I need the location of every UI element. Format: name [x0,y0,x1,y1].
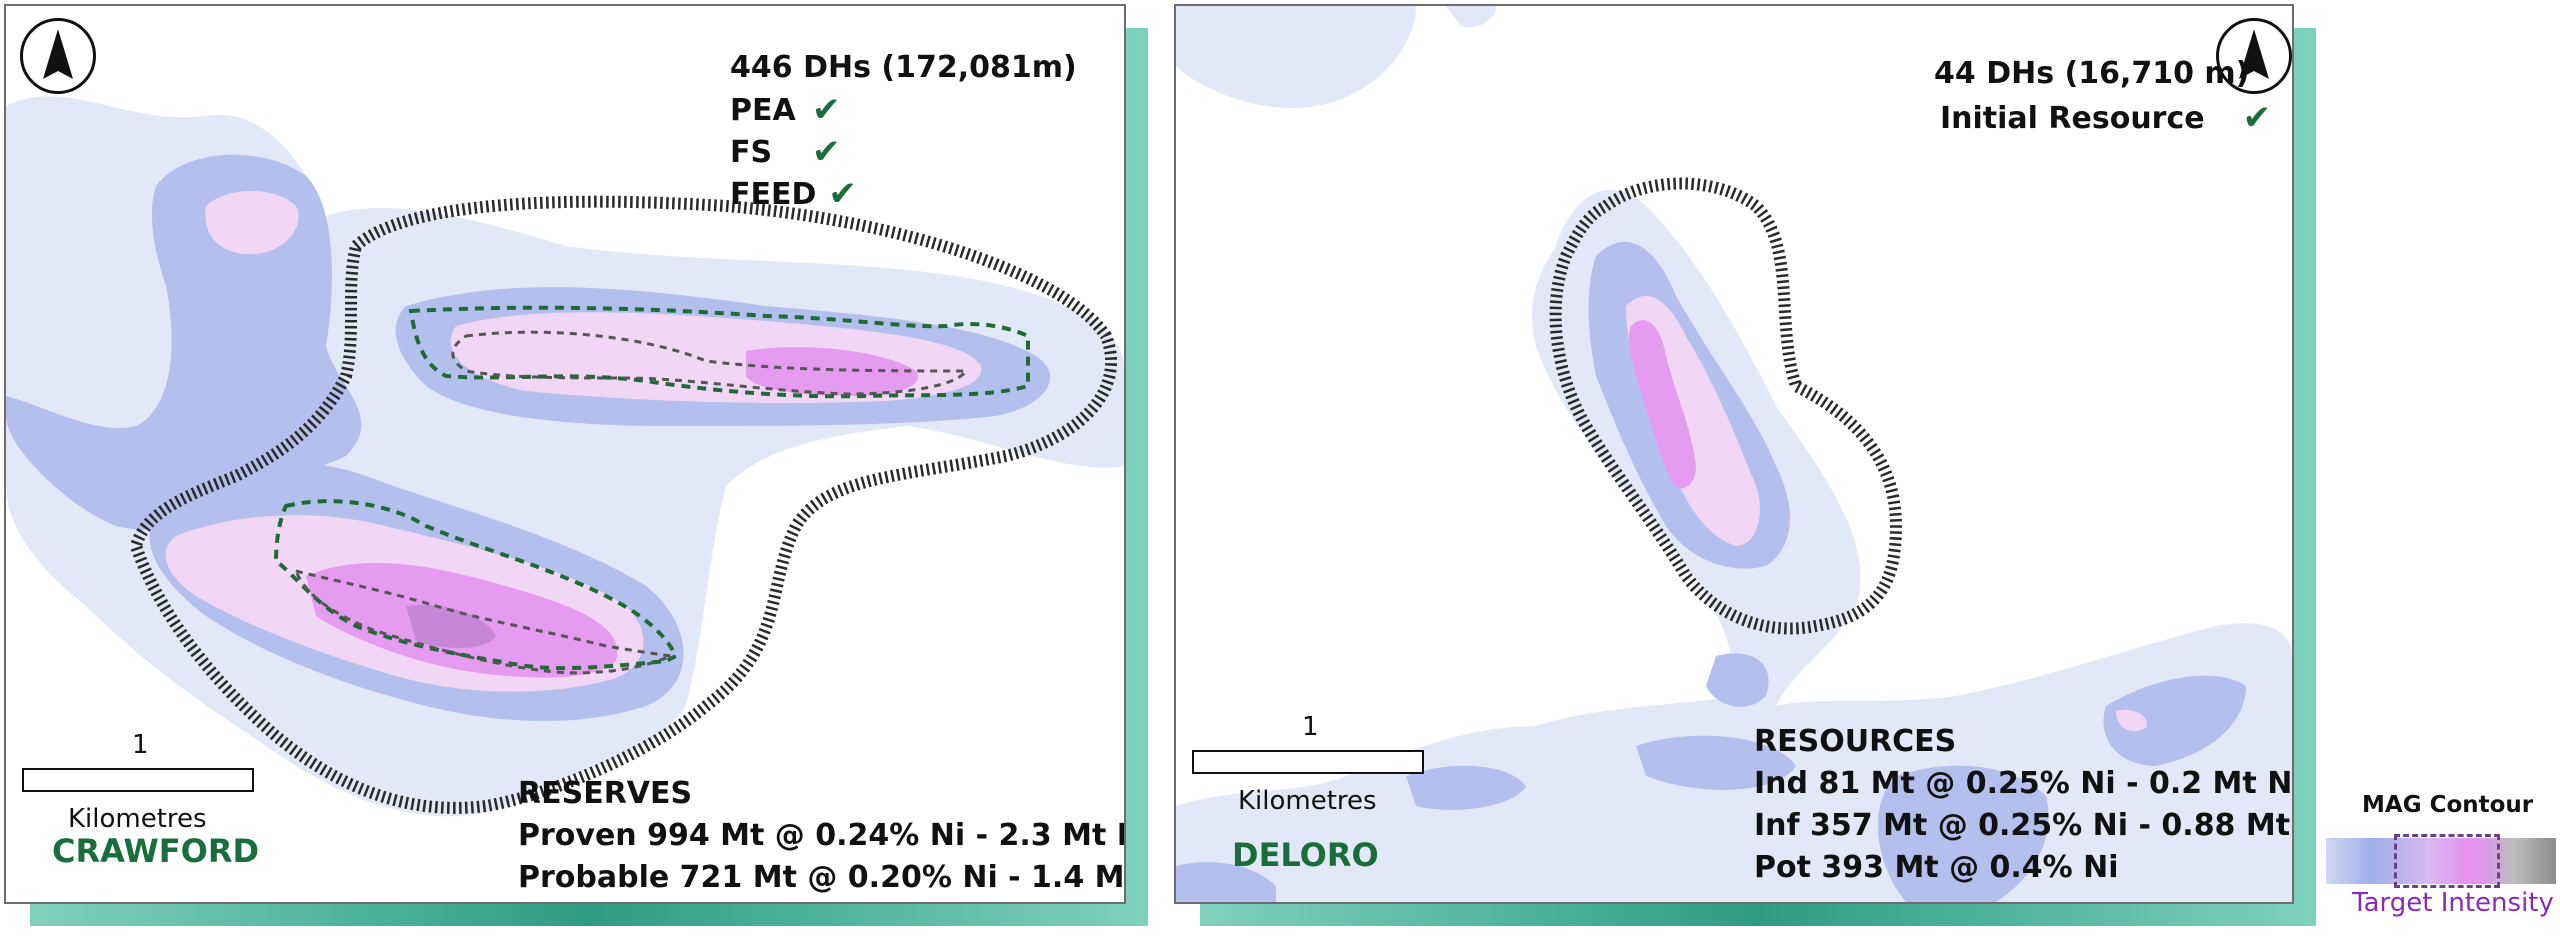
milestone-label: PEA [730,92,796,128]
site-name-deloro: DELORO [1232,836,1379,874]
mag-contour-high [205,191,299,255]
resources-inferred: Inf 357 Mt @ 0.25% Ni - 0.88 Mt Ni [1754,808,2294,843]
reserves-heading: RESERVES [518,776,693,811]
scale-unit: Kilometres [1238,786,1377,816]
mag-contour-low [1176,6,1416,108]
mag-contour-mid [2103,675,2246,766]
pit-outline-north [451,330,969,396]
scale-unit: Kilometres [68,804,207,834]
site-name-crawford: CRAWFORD [52,832,260,870]
milestone-feed: FEED ✔ [730,174,857,214]
milestone-label: Initial Resource [1940,100,2205,136]
mag-contour-mid [1706,653,1769,707]
milestone-label: FEED [730,176,817,212]
crawford-mag-contour-map [6,96,1124,817]
mag-contour-low [1446,6,1496,28]
target-boundary-hatched [129,195,1117,814]
deloro-mag-contour-map [1176,6,2292,902]
checkmark-icon: ✔ [828,174,857,214]
deloro-map-panel: 44 DHs (16,710 m) Initial Resource ✔ 1 K… [1174,4,2294,904]
reserves-proven: Proven 994 Mt @ 0.24% Ni - 2.3 Mt Ni [518,818,1126,853]
milestone-fs: FS ✔ [730,132,857,172]
legend-subtitle: Target Intensity [2352,888,2554,918]
mag-contour-high [2116,709,2147,732]
milestone-label: FS [730,134,773,170]
mag-contour-mid [1877,765,2049,902]
mag-contour-core [406,605,496,648]
milestone-initial-resource: Initial Resource ✔ [1940,98,2271,138]
resources-potential: Pot 393 Mt @ 0.4% Ni [1754,850,2119,885]
resources-heading: RESOURCES [1754,724,1957,759]
pit-outline-south [293,568,677,675]
mag-contour-peak [746,347,918,396]
legend-color-ramp [2326,838,2556,884]
legend-target-box [2394,834,2500,888]
mag-contour-mid [1636,735,1796,790]
scale-bar: 1 Kilometres [22,730,262,840]
target-boundary-hatched [1549,177,1903,635]
scale-value: 1 [132,730,149,760]
reserves-probable: Probable 721 Mt @ 0.20% Ni - 1.4 Mt Ni [518,860,1126,895]
checkmark-icon: ✔ [2242,98,2272,138]
mag-contour-mid [1406,765,1526,810]
legend-title: MAG Contour [2362,792,2534,818]
checkmark-icon: ✔ [812,132,841,172]
checkmark-icon: ✔ [812,90,841,130]
milestone-pea: PEA ✔ [730,90,857,130]
milestone-list: PEA ✔ FS ✔ FEED ✔ [730,90,857,214]
drillhole-count: 44 DHs (16,710 m) [1934,56,2250,91]
scale-bar: 1 Kilometres [1192,712,1432,822]
scale-bar-graphic [22,768,254,792]
drillhole-count: 446 DHs (172,081m) [730,50,1077,85]
resources-indicated: Ind 81 Mt @ 0.25% Ni - 0.2 Mt Ni [1754,766,2294,801]
crawford-map-panel: 446 DHs (172,081m) PEA ✔ FS ✔ FEED ✔ 1 K… [4,4,1126,904]
mag-contour-peak [1628,320,1696,489]
mag-contour-mid [1176,862,1276,902]
north-arrow-icon [2216,18,2292,94]
scale-bar-graphic [1192,750,1424,774]
north-arrow-icon [20,18,96,94]
scale-value: 1 [1302,712,1319,742]
